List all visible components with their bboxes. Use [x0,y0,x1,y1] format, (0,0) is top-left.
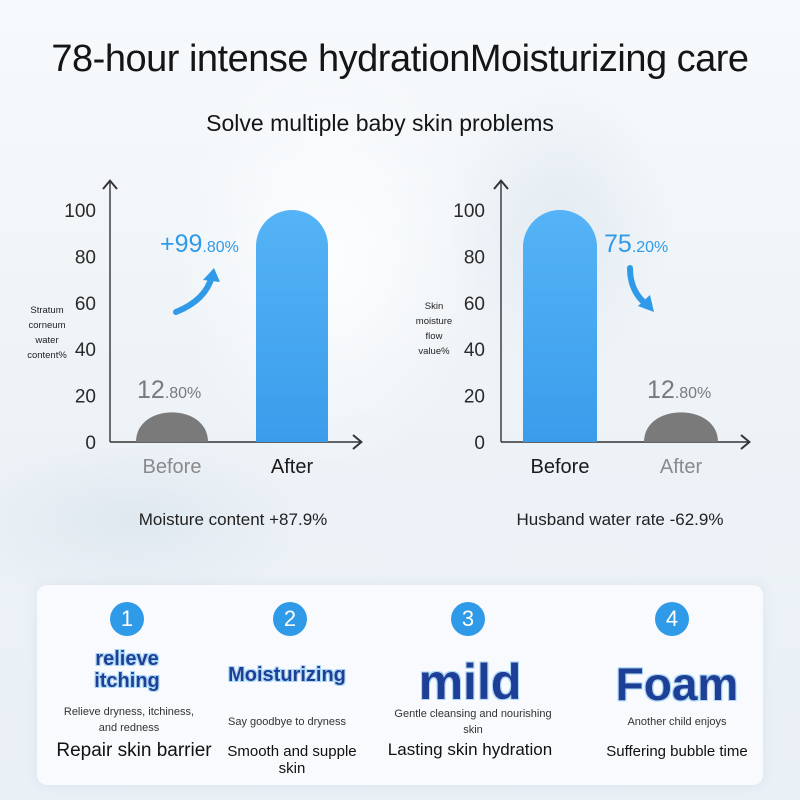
chart2-y-tick-label: 60 [464,294,485,315]
charts-area: 0 20 40 60 80 100 Stratum corneum water content% B… [27,179,751,529]
chart2-category-label: Before [531,456,590,478]
chart2-bar-before [523,210,597,442]
chart2-y-tick-label: 20 [464,387,485,408]
feature-desc-3: Gentle cleansing and nourishing skin [394,708,552,736]
feature-item-4: 4 Foam Another child enjoys Suffering bu… [592,585,762,785]
feature-keyword-1-line2: itching [94,670,160,692]
chart1-category-label: Before [143,456,202,478]
chart1-y-tick-label: 100 [64,201,96,222]
feature-keyword-2: Moisturizing [228,664,346,686]
chart2-category-label: After [660,456,703,478]
chart1-caption: Moisture content +87.9% [139,510,328,529]
chart1-bar-after [256,210,328,442]
chart2-trend-arrow-icon [627,265,649,307]
chart1-y-tick-label: 0 [85,433,96,454]
chart2-data-label: 12.80% [647,376,711,404]
feature-benefit-2: Smooth and supple skin [227,743,357,777]
chart1-y-tick-label: 40 [75,340,96,361]
chart1-y-tick-label: 80 [75,247,96,268]
page-title: 78-hour intense hydrationMoisturizing ca… [51,38,749,80]
feature-number-1: 1 [110,602,144,636]
feature-benefit-3: Lasting skin hydration [387,740,553,759]
feature-desc-4: Another child enjoys [627,716,727,728]
chart1-trend-arrowhead-icon [203,268,220,282]
feature-keyword-3: mild [418,654,522,710]
chart1-y-tick-label: 20 [75,387,96,408]
feature-desc-2: Say goodbye to dryness [227,716,347,728]
feature-desc-1: Relieve dryness, itchiness, and redness [63,706,195,734]
chart2-caption: Husband water rate -62.9% [517,510,724,529]
feature-item-3: 3 mild Gentle cleansing and nourishing s… [385,585,560,785]
chart1-data-label: +99.80% [160,230,239,258]
feature-benefit-4: Suffering bubble time [606,743,748,760]
chart1-y-tick-label: 60 [75,294,96,315]
chart1-category-label: After [271,456,314,478]
feature-number-2: 2 [273,602,307,636]
chart2-data-label: 75.20% [604,230,668,258]
chart2-trend-arrowhead-icon [638,295,654,312]
chart2-bar-after [644,412,718,442]
page-subtitle: Solve multiple baby skin problems [206,110,554,136]
features-panel: 1 relieve itching Relieve dryness, itchi… [37,585,763,785]
chart2-y-tick-label: 100 [453,201,485,222]
chart2-y-axis-label: Skin moisture flow value% [416,301,452,357]
feature-item-2: 2 Moisturizing Say goodbye to dryness Sm… [212,585,367,785]
feature-benefit-1: Repair skin barrier [56,740,212,761]
chart1-bar-before [136,412,208,442]
chart2-y-tick-label: 80 [464,247,485,268]
chart2-y-tick-label: 40 [464,340,485,361]
chart2-y-tick-label: 0 [474,433,485,454]
feature-item-1: 1 relieve itching Relieve dryness, itchi… [37,585,217,785]
chart1-data-label: 12.80% [137,376,201,404]
chart1-y-axis-label: Stratum corneum water content% [27,305,67,361]
feature-keyword-4: Foam [615,658,739,710]
feature-keyword-1-line1: relieve [95,648,159,670]
feature-keyword-1: relieve itching [37,649,217,691]
feature-number-4: 4 [655,602,689,636]
chart1-trend-arrow-icon [173,273,215,315]
feature-number-3: 3 [451,602,485,636]
